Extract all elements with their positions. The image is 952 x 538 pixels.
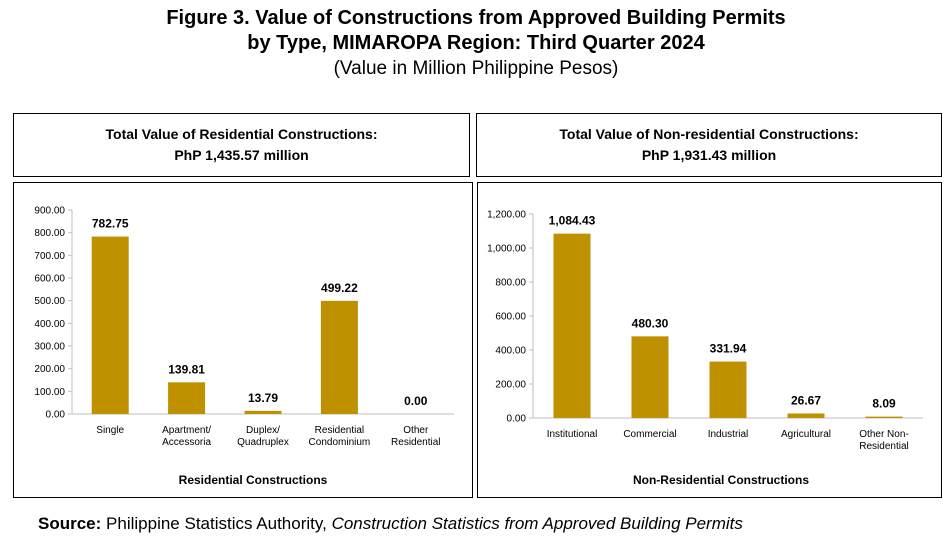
x-category-label: Other: [403, 425, 429, 436]
x-category-label: Commercial: [623, 429, 676, 440]
bar-value-label: 139.81: [168, 362, 205, 376]
bar-value-label: 331.94: [710, 342, 747, 356]
bar-value-label: 13.79: [248, 391, 278, 405]
x-category-label: Agricultural: [781, 429, 831, 440]
x-axis-title: Residential Constructions: [179, 473, 328, 487]
figure-subtitle: (Value in Million Philippine Pesos): [333, 58, 619, 79]
bar-value-label: 499.22: [321, 281, 358, 295]
y-tick-label: 500.00: [34, 296, 65, 307]
x-category-label: Single: [96, 425, 124, 436]
y-tick-label: 800.00: [34, 228, 65, 239]
x-category-label: Quadruplex: [237, 437, 289, 448]
y-tick-label: 900.00: [34, 206, 65, 217]
x-category-label: Duplex/: [246, 425, 280, 436]
x-category-label: Condominium: [309, 437, 371, 448]
bar: [787, 413, 825, 418]
y-tick-label: 800.00: [495, 278, 526, 289]
nonresidential-total-value: PhP 1,931.43 million: [641, 147, 777, 163]
x-category-label: Other Non-: [859, 429, 908, 440]
y-tick-label: 700.00: [34, 251, 65, 262]
residential-total-label: Total Value of Residential Constructions…: [105, 126, 378, 142]
residential-total-value: PhP 1,435.57 million: [174, 147, 309, 163]
x-category-label: Institutional: [547, 429, 598, 440]
bar: [553, 233, 591, 418]
y-tick-label: 100.00: [34, 387, 65, 398]
y-tick-label: 0.00: [46, 410, 66, 421]
bar-value-label: 782.75: [92, 217, 129, 231]
bar: [865, 416, 903, 418]
residential-bar-chart: 0.00 100.00 200.00 300.00 400.00 500.00 600.00…: [34, 206, 454, 487]
bar: [91, 236, 129, 414]
source-agency: Philippine Statistics Authority,: [106, 514, 327, 533]
bar-value-label: 1,084.43: [549, 214, 596, 228]
y-tick-label: 1,000.00: [487, 244, 526, 255]
y-tick-label: 400.00: [495, 346, 526, 357]
nonresidential-total-header: Total Value of Non-residential Construct…: [476, 113, 942, 177]
bar: [168, 382, 206, 414]
nonresidential-chart-panel: 0.00 200.00 400.00 600.00 800.00 1,000.00 1,20…: [477, 182, 942, 498]
y-tick-label: 600.00: [34, 274, 65, 285]
bar-value-label: 480.30: [632, 316, 669, 330]
y-tick-label: 1,200.00: [487, 210, 526, 221]
y-tick-label: 200.00: [34, 364, 65, 375]
bar: [709, 361, 747, 418]
bar: [244, 410, 282, 414]
x-category-label: Accessoria: [162, 437, 211, 448]
bar-value-label: 26.67: [791, 393, 821, 407]
bar: [631, 336, 669, 418]
source-label: Source:: [38, 514, 102, 533]
figure-title-line-1: Figure 3. Value of Constructions from Ap…: [166, 7, 786, 29]
residential-total-header: Total Value of Residential Constructions…: [13, 113, 470, 177]
x-axis-title: Non-Residential Constructions: [633, 473, 809, 487]
nonresidential-bar-chart: 0.00 200.00 400.00 600.00 800.00 1,000.00 1,20…: [487, 210, 923, 487]
figure-title-line-2: by Type, MIMAROPA Region: Third Quarter …: [247, 32, 705, 54]
x-category-label: Residential: [391, 437, 440, 448]
residential-chart-panel: 0.00 100.00 200.00 300.00 400.00 500.00 600.00…: [13, 182, 473, 498]
y-tick-label: 400.00: [34, 319, 65, 330]
x-category-label: Residential: [315, 425, 364, 436]
bar: [320, 300, 358, 414]
bar-value-label: 8.09: [872, 397, 896, 411]
x-category-label: Apartment/: [162, 425, 211, 436]
y-tick-label: 200.00: [495, 380, 526, 391]
x-category-label: Residential: [859, 441, 908, 452]
source-publication: Construction Statistics from Approved Bu…: [331, 514, 743, 533]
bar-value-label: 0.00: [404, 394, 428, 408]
source-note: Source: Philippine Statistics Authority,…: [38, 514, 743, 534]
y-tick-label: 300.00: [34, 342, 65, 353]
nonresidential-total-label: Total Value of Non-residential Construct…: [559, 126, 859, 142]
x-category-label: Industrial: [708, 429, 749, 440]
y-tick-label: 600.00: [495, 312, 526, 323]
figure-title-block: Figure 3. Value of Constructions from Ap…: [0, 6, 952, 81]
y-tick-label: 0.00: [507, 414, 527, 425]
